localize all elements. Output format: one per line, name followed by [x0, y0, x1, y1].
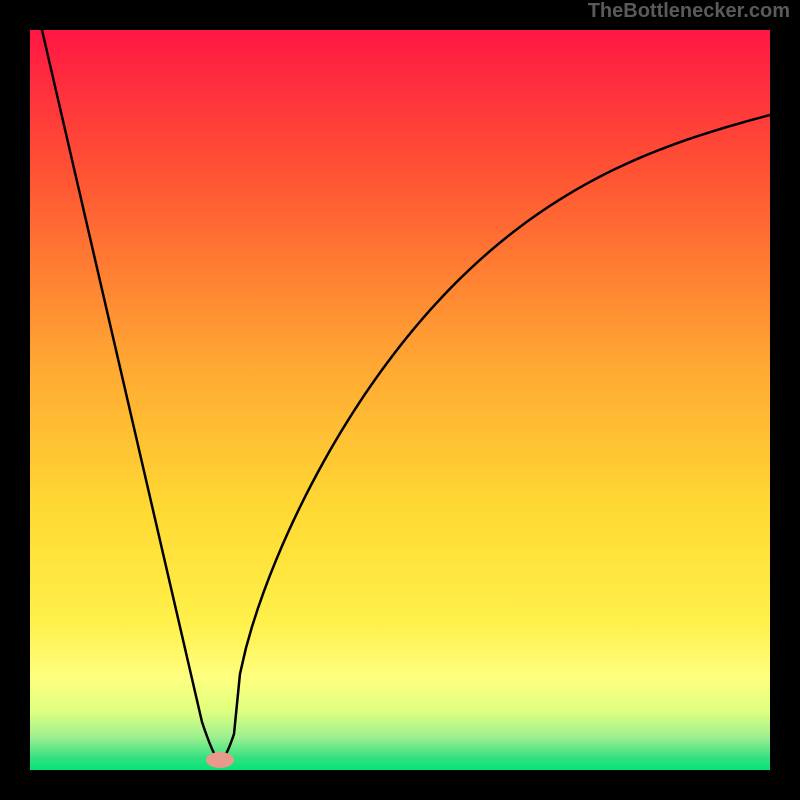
- bottleneck-chart: TheBottlenecker.com: [0, 0, 800, 800]
- chart-svg: [0, 0, 800, 800]
- watermark-text: TheBottlenecker.com: [588, 0, 790, 23]
- gradient-background: [30, 30, 770, 770]
- optimal-point-marker: [206, 752, 234, 768]
